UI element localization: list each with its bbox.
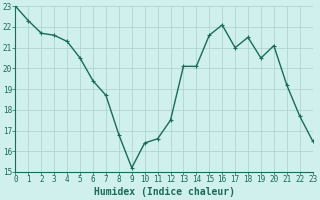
X-axis label: Humidex (Indice chaleur): Humidex (Indice chaleur)	[93, 187, 235, 197]
